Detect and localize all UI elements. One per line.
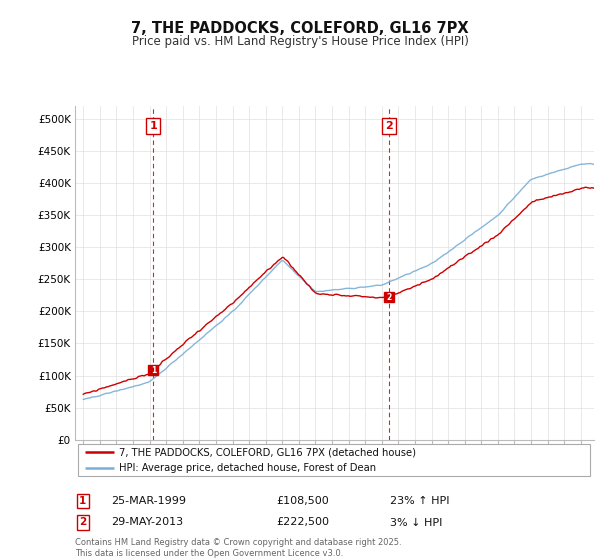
- Text: 1: 1: [149, 120, 157, 130]
- Text: Price paid vs. HM Land Registry's House Price Index (HPI): Price paid vs. HM Land Registry's House …: [131, 35, 469, 48]
- Text: 2: 2: [386, 292, 391, 301]
- Text: £108,500: £108,500: [276, 496, 329, 506]
- Text: 2: 2: [385, 120, 392, 130]
- Text: 7, THE PADDOCKS, COLEFORD, GL16 7PX (detached house): 7, THE PADDOCKS, COLEFORD, GL16 7PX (det…: [119, 447, 416, 457]
- Text: 29-MAY-2013: 29-MAY-2013: [111, 517, 183, 528]
- Text: £222,500: £222,500: [276, 517, 329, 528]
- Text: 7, THE PADDOCKS, COLEFORD, GL16 7PX: 7, THE PADDOCKS, COLEFORD, GL16 7PX: [131, 21, 469, 36]
- Text: 2: 2: [79, 517, 86, 528]
- Text: 23% ↑ HPI: 23% ↑ HPI: [390, 496, 449, 506]
- Text: HPI: Average price, detached house, Forest of Dean: HPI: Average price, detached house, Fore…: [119, 464, 376, 473]
- Text: 25-MAR-1999: 25-MAR-1999: [111, 496, 186, 506]
- FancyBboxPatch shape: [77, 444, 590, 476]
- Text: Contains HM Land Registry data © Crown copyright and database right 2025.
This d: Contains HM Land Registry data © Crown c…: [75, 538, 401, 558]
- Text: 1: 1: [151, 366, 156, 375]
- Text: 1: 1: [79, 496, 86, 506]
- Text: 3% ↓ HPI: 3% ↓ HPI: [390, 517, 442, 528]
